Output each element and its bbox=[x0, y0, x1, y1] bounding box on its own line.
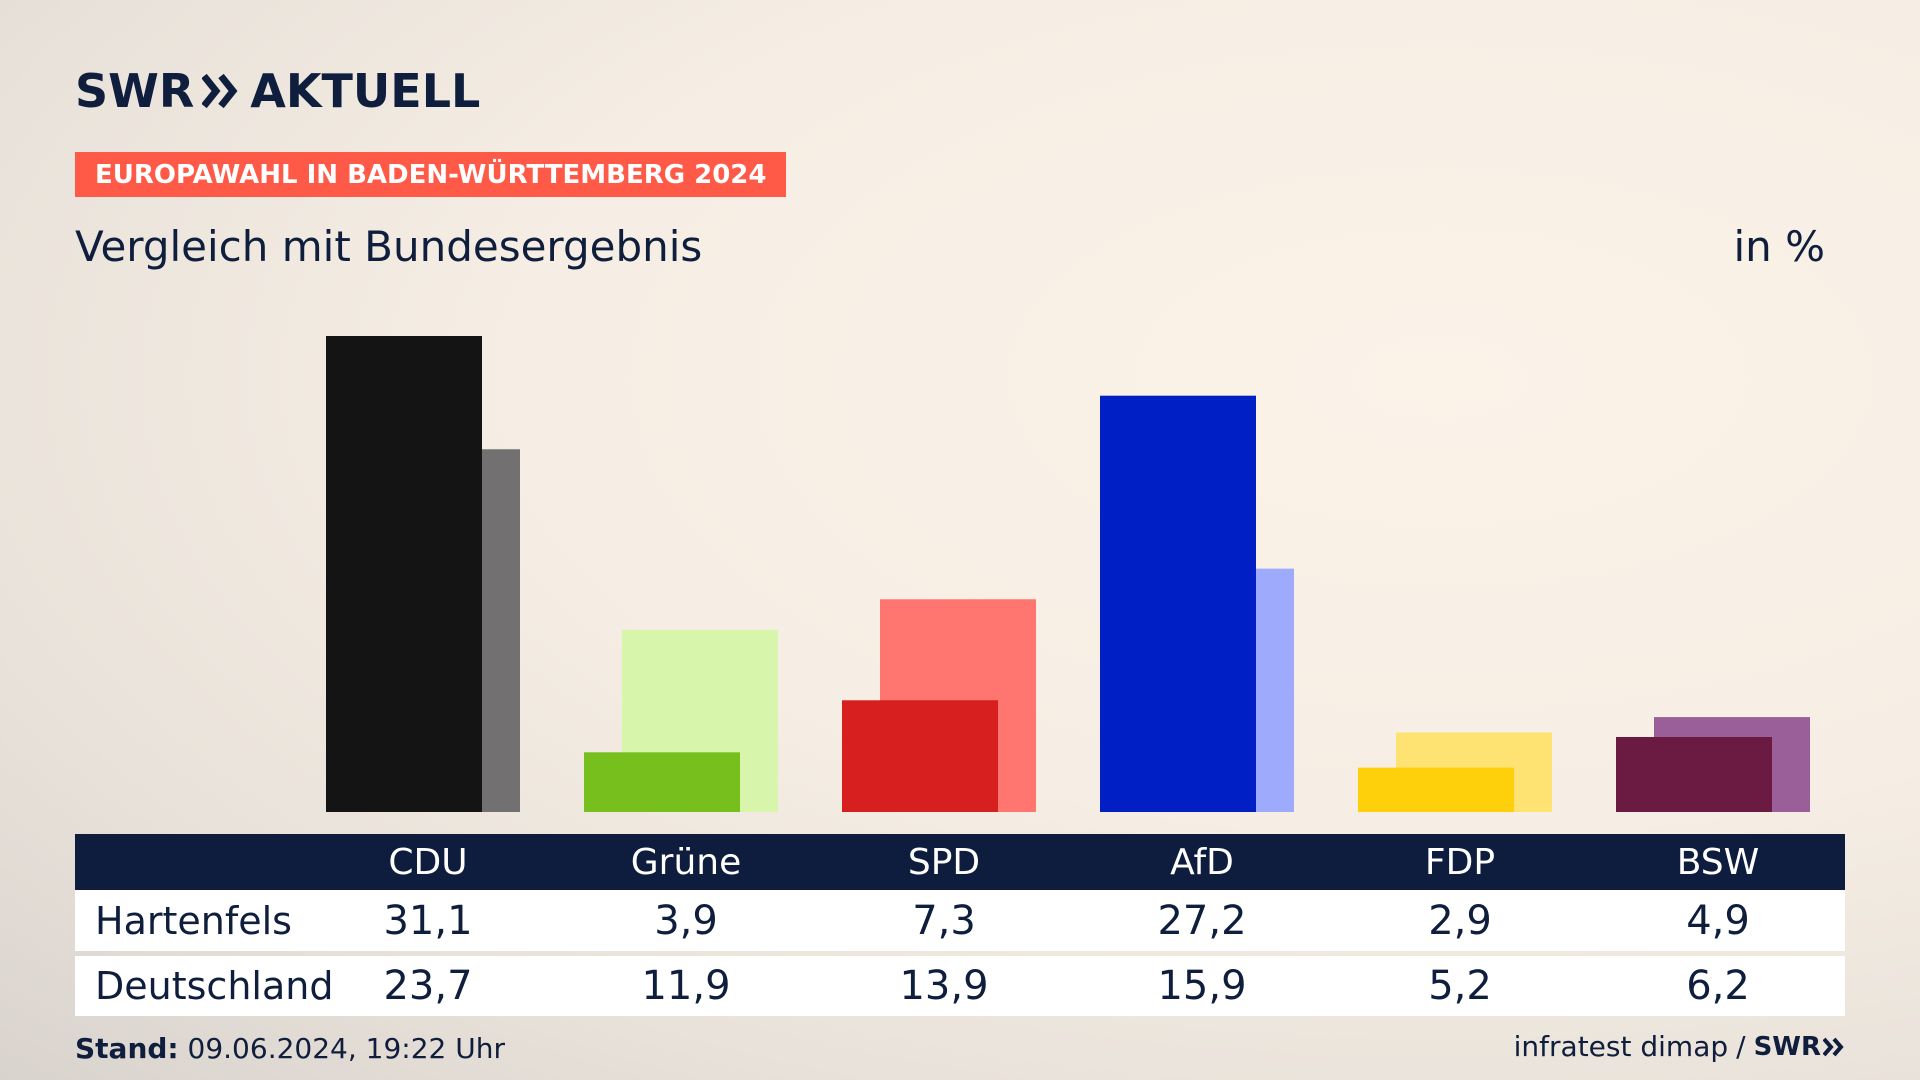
column-header-afd: AfD bbox=[1170, 841, 1234, 883]
unit-label: in % bbox=[1733, 222, 1825, 271]
election-banner: EUROPAWAHL IN BADEN-WÜRTTEMBERG 2024 bbox=[75, 152, 787, 197]
column-header-fdp: FDP bbox=[1424, 841, 1496, 883]
column-header-grüne: Grüne bbox=[630, 841, 742, 883]
source-brand: SWR bbox=[1753, 1031, 1821, 1062]
source-credit: infratest dimap / SWR bbox=[1514, 1030, 1845, 1063]
swr-aktuell-logo: SWR AKTUELL bbox=[75, 68, 480, 114]
value-hartenfels-cdu: 31,1 bbox=[383, 898, 473, 944]
table-row: Deutschland 23,7 11,9 13,9 15,9 5,2 6,2 bbox=[75, 956, 1845, 1016]
table-row: Hartenfels 31,1 3,9 7,3 27,2 2,9 4,9 bbox=[75, 890, 1845, 951]
bar-hartenfels-fdp bbox=[1358, 767, 1514, 812]
bar-hartenfels-cdu bbox=[326, 336, 482, 812]
stand-label: Stand: bbox=[75, 1032, 179, 1065]
value-deutschland-bsw: 6,2 bbox=[1686, 963, 1750, 1009]
double-chevron-icon bbox=[1823, 1037, 1844, 1056]
value-hartenfels-spd: 7,3 bbox=[912, 898, 976, 944]
stand-value: 09.06.2024, 19:22 Uhr bbox=[187, 1032, 505, 1065]
source-label: infratest dimap bbox=[1513, 1030, 1729, 1063]
value-hartenfels-grüne: 3,9 bbox=[654, 898, 718, 944]
value-deutschland-afd: 15,9 bbox=[1157, 963, 1247, 1009]
timestamp: Stand: 09.06.2024, 19:22 Uhr bbox=[75, 1032, 505, 1065]
value-hartenfels-bsw: 4,9 bbox=[1686, 898, 1750, 944]
logo-word: AKTUELL bbox=[250, 64, 481, 118]
logo-brand: SWR bbox=[75, 64, 195, 118]
results-table: CDU Grüne SPD AfD FDP BSW Hartenfels 31,1 3,9 7… bbox=[75, 834, 1845, 1016]
column-header-spd: SPD bbox=[907, 841, 981, 883]
source-separator: / bbox=[1736, 1030, 1746, 1063]
value-deutschland-grüne: 11,9 bbox=[641, 963, 731, 1009]
row-label-hartenfels: Hartenfels bbox=[95, 899, 292, 943]
chart-subtitle: Vergleich mit Bundesergebnis bbox=[75, 222, 703, 271]
value-deutschland-cdu: 23,7 bbox=[383, 963, 473, 1009]
bar-hartenfels-spd bbox=[842, 700, 998, 812]
bar-hartenfels-afd bbox=[1100, 395, 1256, 812]
value-deutschland-fdp: 5,2 bbox=[1428, 963, 1492, 1009]
table-header: CDU Grüne SPD AfD FDP BSW bbox=[75, 834, 1845, 890]
double-chevron-icon bbox=[202, 73, 238, 109]
column-header-bsw: BSW bbox=[1676, 841, 1760, 883]
value-deutschland-spd: 13,9 bbox=[899, 963, 989, 1009]
row-label-deutschland: Deutschland bbox=[95, 964, 334, 1008]
value-hartenfels-afd: 27,2 bbox=[1157, 898, 1247, 944]
column-header-cdu: CDU bbox=[388, 841, 468, 883]
bar-hartenfels-bsw bbox=[1616, 737, 1772, 812]
value-hartenfels-fdp: 2,9 bbox=[1428, 898, 1492, 944]
bar-hartenfels-grüne bbox=[584, 752, 740, 812]
swr-mini-logo: SWR bbox=[1754, 1032, 1845, 1062]
